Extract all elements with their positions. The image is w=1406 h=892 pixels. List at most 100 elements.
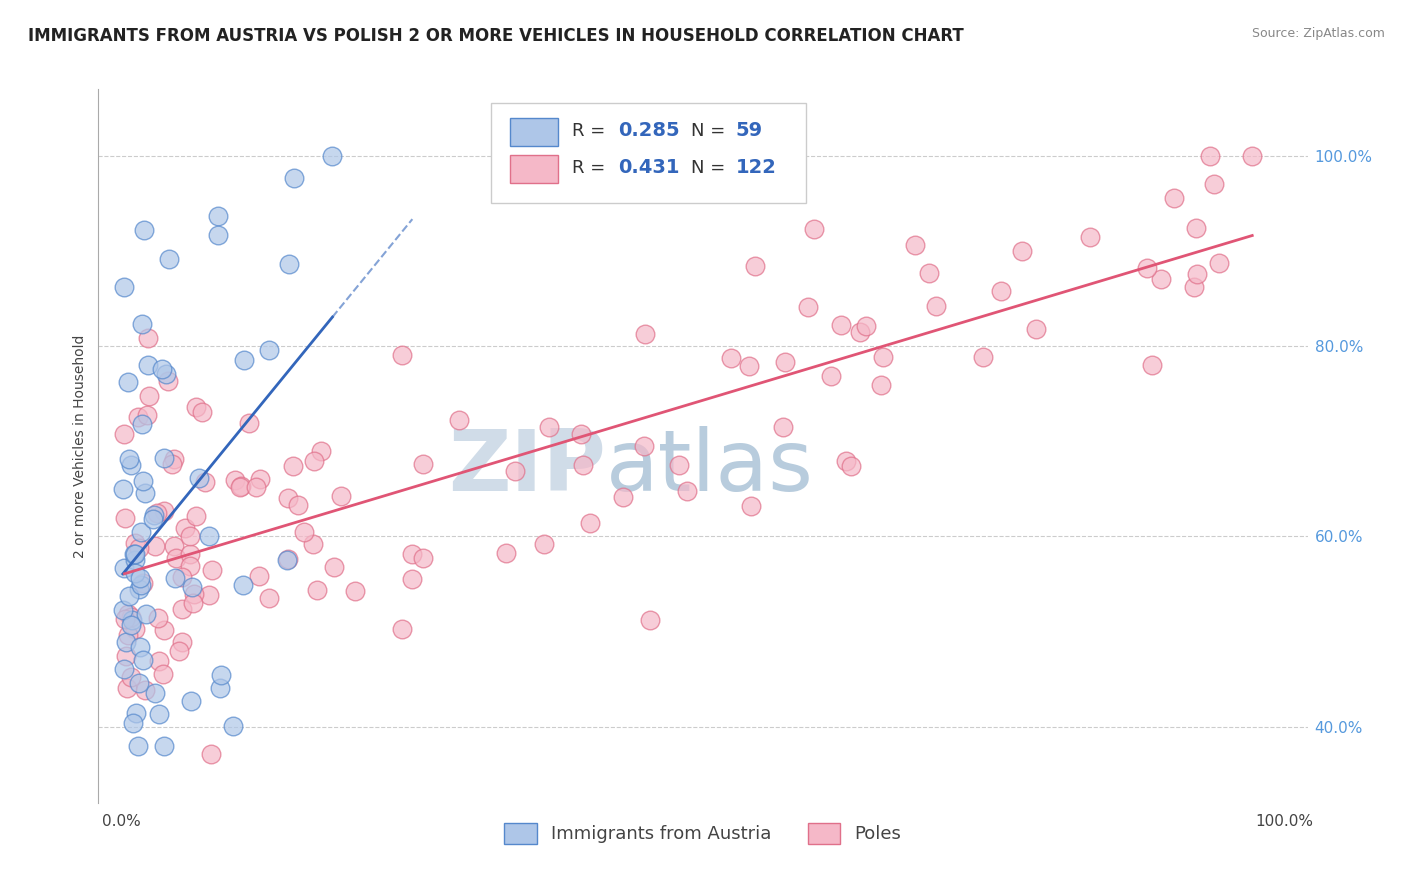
Point <box>124 706 146 720</box>
Point <box>738 359 761 373</box>
Point <box>138 389 160 403</box>
Point <box>152 667 174 681</box>
Point <box>129 577 152 591</box>
Text: IMMIGRANTS FROM AUSTRIA VS POLISH 2 OR MORE VEHICLES IN HOUSEHOLD CORRELATION CH: IMMIGRANTS FROM AUSTRIA VS POLISH 2 OR M… <box>28 27 965 45</box>
Text: N =: N = <box>690 159 731 177</box>
Point <box>146 611 169 625</box>
Point <box>132 474 155 488</box>
Point <box>839 458 862 473</box>
Point <box>186 401 208 415</box>
Point <box>278 257 301 271</box>
Point <box>134 486 156 500</box>
Point <box>634 326 657 341</box>
Point <box>135 607 157 622</box>
Point <box>612 490 634 504</box>
Point <box>167 644 190 658</box>
Point <box>209 668 232 682</box>
Point <box>872 350 894 364</box>
Point <box>855 318 877 333</box>
Point <box>238 416 260 430</box>
Point <box>1185 267 1208 281</box>
Point <box>1184 221 1206 235</box>
Text: Source: ZipAtlas.com: Source: ZipAtlas.com <box>1251 27 1385 40</box>
Point <box>412 550 434 565</box>
Point <box>157 252 180 266</box>
Text: ZIP: ZIP <box>449 425 606 509</box>
Point <box>198 588 221 602</box>
Point <box>330 490 353 504</box>
Point <box>322 559 344 574</box>
Point <box>143 686 166 700</box>
Point <box>129 524 152 539</box>
Point <box>163 451 186 466</box>
Point <box>495 546 517 560</box>
Point <box>277 491 299 505</box>
Point <box>283 171 305 186</box>
Point <box>186 508 208 523</box>
Point <box>990 284 1012 298</box>
Point <box>207 209 229 223</box>
Point <box>232 353 254 368</box>
Point <box>117 628 139 642</box>
Point <box>309 444 332 458</box>
Point <box>305 582 328 597</box>
Point <box>148 706 170 721</box>
Point <box>579 516 602 530</box>
Point <box>138 358 160 372</box>
Point <box>124 536 146 550</box>
Point <box>112 561 135 575</box>
Point <box>117 375 139 389</box>
Text: 0.285: 0.285 <box>619 121 681 140</box>
Point <box>1182 280 1205 294</box>
Point <box>1208 256 1230 270</box>
Point <box>114 612 136 626</box>
Point <box>972 350 994 364</box>
Point <box>1241 149 1264 163</box>
Point <box>118 589 141 603</box>
Point <box>142 508 165 522</box>
Text: R =: R = <box>572 121 612 139</box>
Text: R =: R = <box>572 159 612 177</box>
Point <box>207 227 229 242</box>
Point <box>180 580 202 594</box>
Point <box>157 374 180 388</box>
Point <box>447 413 470 427</box>
Point <box>128 541 150 556</box>
Point <box>124 547 146 561</box>
Point <box>720 351 742 366</box>
Point <box>503 464 526 478</box>
Point <box>163 539 186 553</box>
FancyBboxPatch shape <box>509 118 558 146</box>
Point <box>120 458 142 472</box>
Point <box>165 551 187 566</box>
Point <box>835 454 858 468</box>
Point <box>302 537 325 551</box>
Point <box>925 299 948 313</box>
Point <box>276 553 298 567</box>
Point <box>131 417 153 432</box>
Text: 59: 59 <box>735 121 763 140</box>
Point <box>200 747 222 762</box>
Point <box>321 149 343 163</box>
Point <box>193 475 215 489</box>
Point <box>744 259 766 273</box>
Point <box>870 378 893 392</box>
Point <box>118 452 141 467</box>
Point <box>120 670 142 684</box>
Point <box>143 539 166 553</box>
Point <box>179 529 201 543</box>
Point <box>150 362 173 376</box>
Point <box>134 682 156 697</box>
Point <box>112 280 135 294</box>
Text: atlas: atlas <box>606 425 814 509</box>
Point <box>344 583 367 598</box>
Point <box>152 739 174 753</box>
Point <box>1136 261 1159 276</box>
Point <box>224 473 246 487</box>
Point <box>170 634 193 648</box>
Point <box>257 343 280 357</box>
Text: 0.431: 0.431 <box>619 158 681 178</box>
Point <box>198 529 221 543</box>
Point <box>247 569 270 583</box>
Point <box>153 623 176 637</box>
